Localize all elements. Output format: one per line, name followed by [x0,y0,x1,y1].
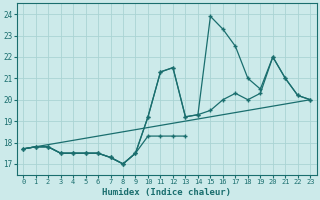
X-axis label: Humidex (Indice chaleur): Humidex (Indice chaleur) [102,188,231,197]
